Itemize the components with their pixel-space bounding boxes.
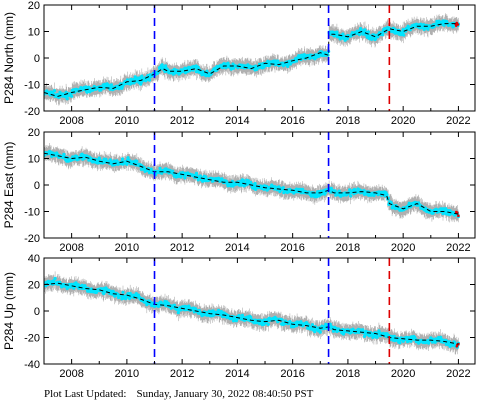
x-tick-label: 2022: [446, 115, 470, 127]
y-axis-label: P284 North (mm): [2, 12, 16, 104]
footer-timestamp: Sunday, January 30, 2022 08:40:50 PST: [136, 388, 314, 400]
y-axis-label: P284 East (mm): [2, 142, 16, 229]
plot-area: [44, 258, 461, 364]
x-tick-label: 2016: [280, 115, 304, 127]
panel-3: 2008 2010 2012 2014 2016 2018 2020 2022 -40 -20 0 2…: [2, 253, 476, 380]
error-bars: [44, 13, 459, 106]
y-tick-label: 0: [34, 180, 40, 192]
x-tick-label: 2018: [336, 115, 360, 127]
y-tick-label: -10: [24, 80, 40, 92]
x-tick-label: 2010: [115, 242, 139, 254]
y-tick-label: 0: [34, 53, 40, 65]
x-tick-label: 2016: [280, 242, 304, 254]
x-tick-label: 2012: [170, 115, 194, 127]
x-tick-label: 2020: [391, 115, 415, 127]
x-tick-label: 2012: [170, 368, 194, 380]
x-tick-label: 2010: [115, 368, 139, 380]
y-tick-label: -40: [24, 359, 40, 371]
x-tick-label: 2008: [59, 115, 83, 127]
plot-area: [44, 132, 461, 238]
y-tick-label: -20: [24, 106, 40, 118]
model-fit-line: [44, 23, 459, 97]
plot-area: [44, 5, 461, 111]
y-tick-label: 20: [28, 280, 40, 292]
x-tick-label: 2020: [391, 368, 415, 380]
x-tick-label: 2012: [170, 242, 194, 254]
x-tick-label: 2014: [225, 368, 249, 380]
x-tick-label: 2008: [59, 242, 83, 254]
x-tick-label: 2008: [59, 368, 83, 380]
y-tick-label: -20: [24, 233, 40, 245]
data-points: [44, 149, 461, 219]
panel-2: 2008 2010 2012 2014 2016 2018 2020 2022 -20 -10 0 1…: [2, 127, 476, 254]
x-tick-label: 2018: [336, 242, 360, 254]
x-tick-label: 2020: [391, 242, 415, 254]
x-tick-label: 2022: [446, 368, 470, 380]
y-tick-label: 20: [28, 0, 40, 12]
error-bars: [44, 271, 459, 355]
x-tick-label: 2022: [446, 242, 470, 254]
panel-1: 2008 2010 2012 2014 2016 2018 2020 2022 -20 -10 0 1…: [2, 0, 476, 127]
x-tick-label: 2014: [225, 115, 249, 127]
x-tick-label: 2016: [280, 368, 304, 380]
x-tick-label: 2014: [225, 242, 249, 254]
y-axis-label: P284 Up (mm): [2, 272, 16, 350]
footer-label: Plot Last Updated:: [44, 388, 127, 400]
y-tick-label: 20: [28, 127, 40, 139]
model-fit-line: [44, 282, 459, 345]
y-tick-label: 40: [28, 253, 40, 265]
recent-points: [455, 342, 460, 348]
y-tick-label: 10: [28, 27, 40, 39]
x-tick-label: 2010: [115, 115, 139, 127]
recent-points: [454, 21, 460, 27]
x-tick-label: 2018: [336, 368, 360, 380]
y-tick-label: 10: [28, 154, 40, 166]
plot-frame: [43, 257, 476, 365]
gps-time-series-figure: 2008 2010 2012 2014 2016 2018 2020 2022-20-1001…: [2, 0, 476, 380]
y-tick-label: -20: [24, 333, 40, 345]
recent-points: [454, 210, 460, 217]
model-fit-line: [44, 152, 459, 215]
y-tick-label: -10: [24, 207, 40, 219]
y-tick-label: 0: [34, 306, 40, 318]
